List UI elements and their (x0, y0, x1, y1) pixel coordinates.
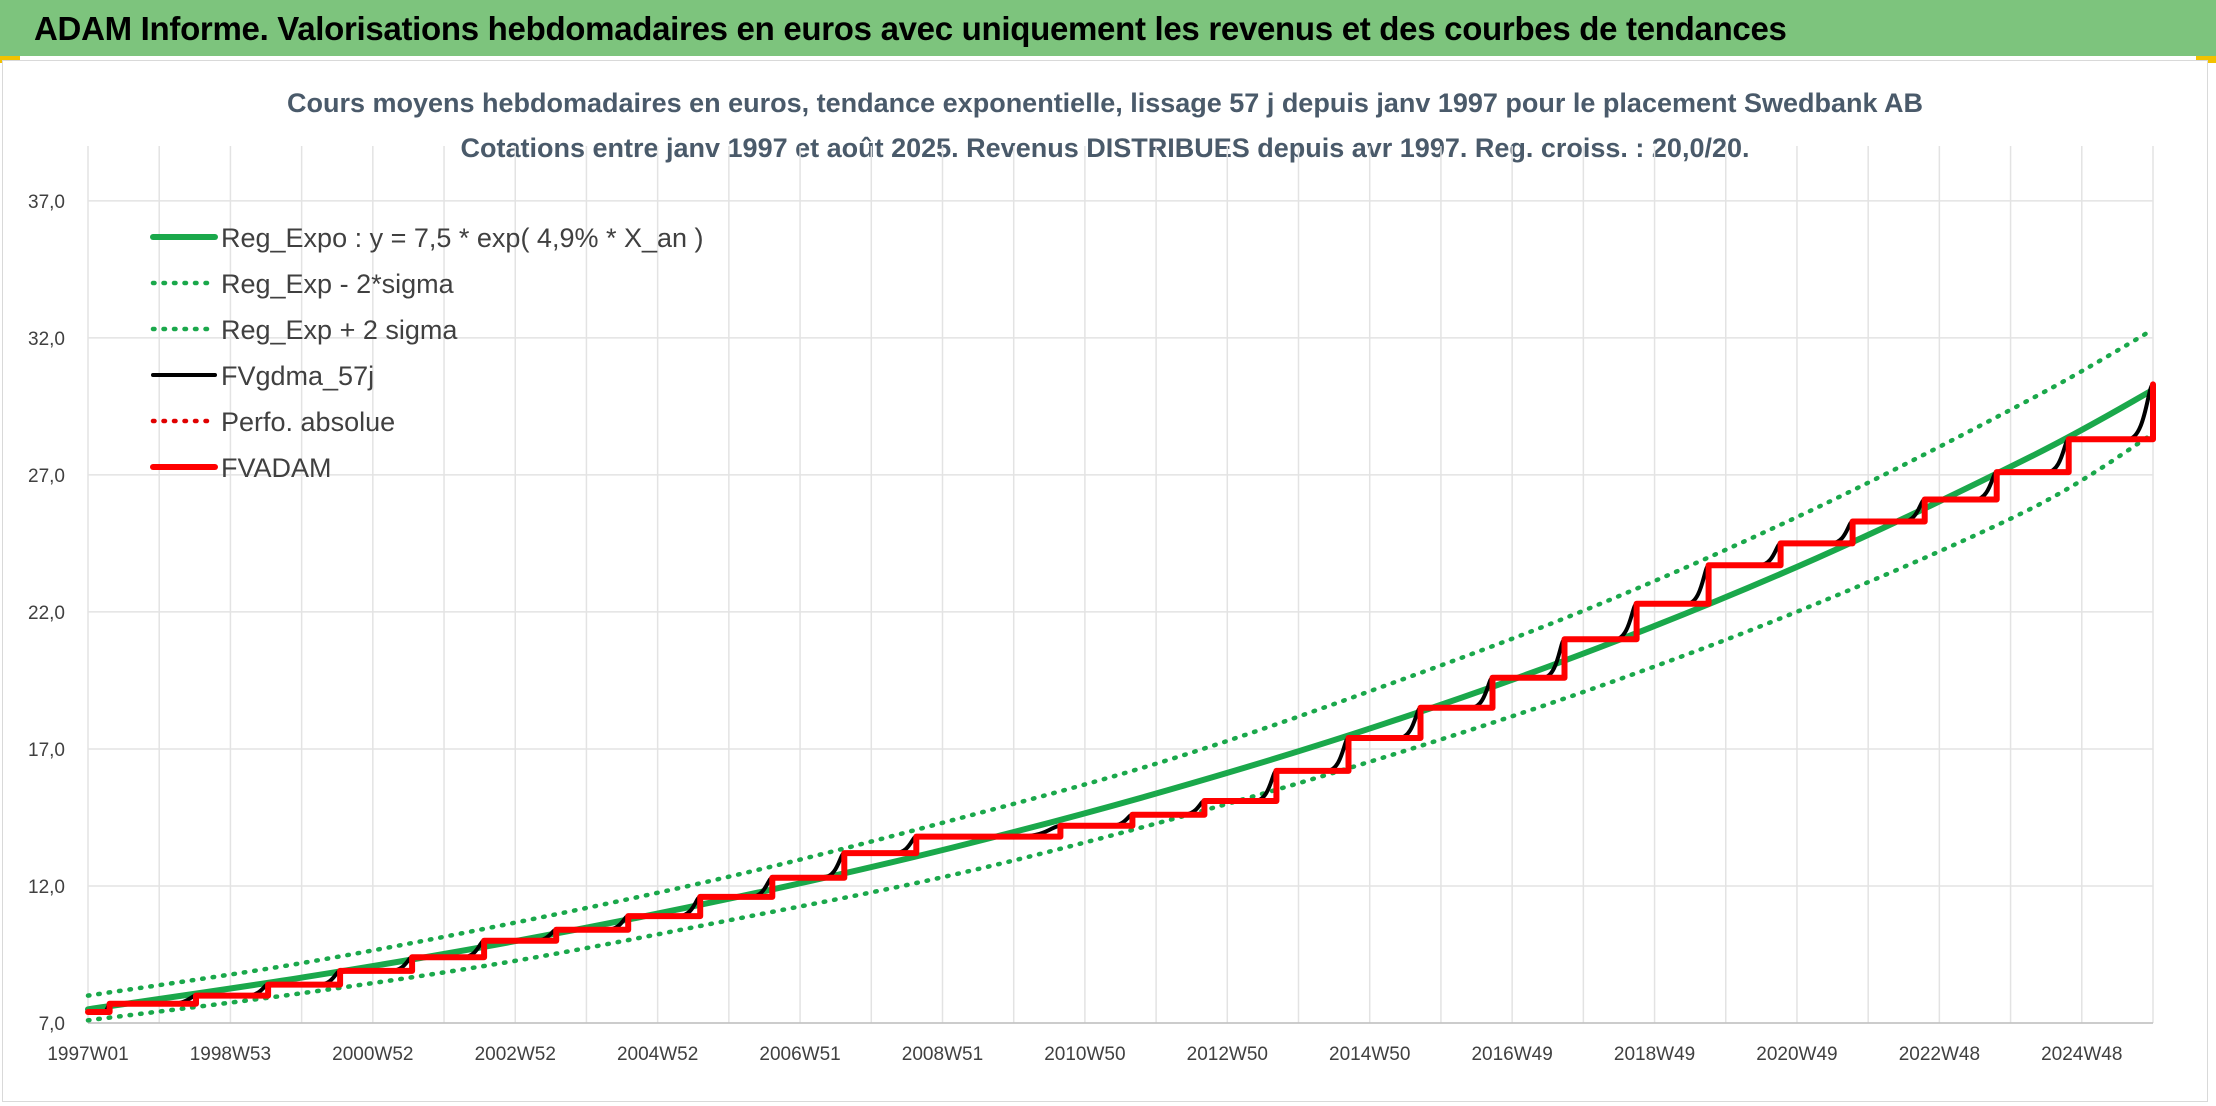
series-reg-exp-plus-2sigma (85, 327, 2156, 998)
corner-marker-left (0, 56, 20, 63)
y-tick-label: 12,0 (28, 877, 65, 898)
legend-label: FVgdma_57j (221, 361, 374, 391)
x-tick-label: 2010W50 (1044, 1044, 1125, 1065)
legend-item-reg-expo: Reg_Expo : y = 7,5 * exp( 4,9% * X_an ) (150, 223, 704, 253)
report-title: ADAM Informe. Valorisations hebdomadaire… (34, 10, 1787, 47)
legend-item-fvgdma: FVgdma_57j (151, 361, 374, 391)
series-reg-expo (85, 386, 2156, 1013)
series-lines (85, 327, 2156, 1023)
x-tick-label: 2006W51 (759, 1044, 840, 1065)
report-header: ADAM Informe. Valorisations hebdomadaire… (0, 0, 2216, 56)
x-tick-label: 2008W51 (902, 1044, 983, 1065)
legend-label: Reg_Exp - 2*sigma (221, 269, 455, 299)
x-tick-label: 2002W52 (475, 1044, 556, 1065)
grid-lines (87, 146, 2154, 1024)
x-tick-label: 2018W49 (1614, 1044, 1695, 1065)
legend-label: Reg_Expo : y = 7,5 * exp( 4,9% * X_an ) (221, 223, 704, 253)
legend-item-reg-exp-plus: Reg_Exp + 2 sigma (150, 315, 458, 345)
y-tick-label: 27,0 (28, 466, 65, 487)
x-tick-label: 1997W01 (47, 1044, 128, 1065)
x-tick-label: 2024W48 (2041, 1044, 2122, 1065)
legend-label: FVADAM (221, 453, 332, 483)
x-tick-label: 2000W52 (332, 1044, 413, 1065)
y-tick-label: 37,0 (28, 192, 65, 213)
line-chart: Cours moyens hebdomadaires en euros, ten… (28, 88, 2156, 1065)
x-axis-ticks: 1997W01 1998W53 2000W52 2002W52 2004W52 2006W… (47, 1044, 2122, 1065)
legend-label: Reg_Exp + 2 sigma (221, 315, 458, 345)
y-tick-label: 17,0 (28, 740, 65, 761)
legend-item-perfo: Perfo. absolue (150, 407, 395, 437)
legend-item-fvadam: FVADAM (150, 453, 332, 483)
legend-label: Perfo. absolue (221, 407, 395, 437)
x-tick-label: 2016W49 (1471, 1044, 1552, 1065)
y-tick-label: 7,0 (39, 1014, 65, 1035)
x-tick-label: 2004W52 (617, 1044, 698, 1065)
series-perfo-absolue (85, 382, 2156, 1015)
y-tick-label: 32,0 (28, 329, 65, 350)
chart-subtitle: Cotations entre janv 1997 et août 2025. … (460, 133, 1749, 163)
series-fvadam (85, 381, 2156, 1016)
legend-item-reg-exp-minus: Reg_Exp - 2*sigma (150, 269, 455, 299)
legend: Reg_Expo : y = 7,5 * exp( 4,9% * X_an ) R… (150, 223, 704, 483)
x-tick-label: 2022W48 (1899, 1044, 1980, 1065)
y-tick-label: 22,0 (28, 603, 65, 624)
chart-title: Cours moyens hebdomadaires en euros, ten… (287, 88, 1923, 118)
x-tick-label: 2014W50 (1329, 1044, 1410, 1065)
x-tick-label: 2012W50 (1187, 1044, 1268, 1065)
chart-area: Cours moyens hebdomadaires en euros, ten… (2, 60, 2208, 1102)
x-tick-label: 2020W49 (1756, 1044, 1837, 1065)
y-axis-ticks: 7,0 12,0 17,0 22,0 27,0 32,0 37,0 (28, 192, 65, 1035)
corner-marker-right (2196, 56, 2216, 63)
series-fvgdma-57j (86, 382, 2155, 1015)
series-reg-exp-minus-2sigma (85, 431, 2156, 1023)
x-tick-label: 1998W53 (190, 1044, 271, 1065)
